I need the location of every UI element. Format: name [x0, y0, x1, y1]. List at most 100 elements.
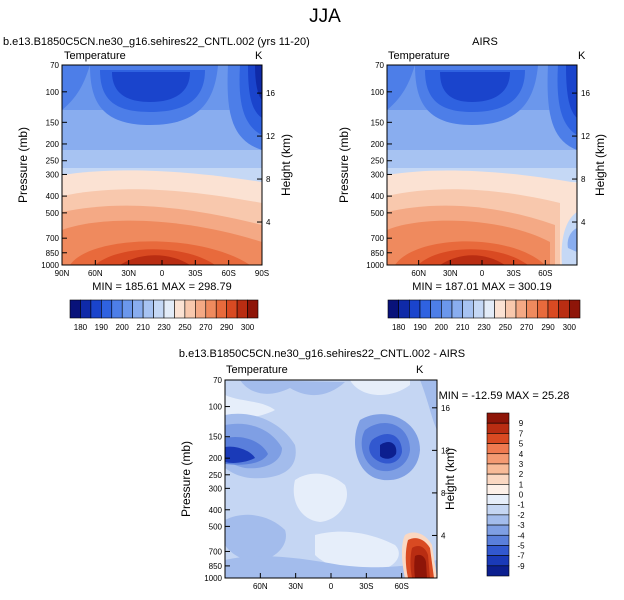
latitude-tick-label: 0 [329, 582, 334, 591]
panel-obs-ylabel: Pressure (mb) [337, 127, 351, 203]
height-tick-label: 16 [441, 404, 450, 413]
latitude-tick-label: 90N [55, 269, 70, 278]
colorbar-swatch [111, 299, 123, 319]
colorbar-swatch [80, 299, 92, 319]
height-tick-label: 4 [441, 531, 446, 540]
colorbar-swatch [486, 473, 510, 485]
pressure-tick-label: 850 [371, 249, 385, 258]
colorbar-tick-label: 270 [520, 323, 534, 332]
panel-model-height-axis: 16 12 8 4 [257, 89, 275, 227]
height-tick-label: 12 [441, 446, 450, 455]
colorbar-tick-label: -4 [517, 531, 525, 540]
colorbar-swatch [569, 299, 581, 319]
panel-diff-stats: MIN = -12.59 MAX = 25.28 [439, 390, 570, 402]
colorbar-swatch [430, 299, 442, 319]
panel-obs-pressure-axis: 70 100 150 200 250 300 400 500 700 850 1000 [366, 61, 392, 270]
colorbar-swatch [101, 299, 113, 319]
colorbar-tick-label: 270 [199, 323, 213, 332]
colorbar-swatch [486, 412, 510, 424]
colorbar-swatch [486, 514, 510, 526]
colorbar-swatch [69, 299, 81, 319]
panel-diff-height-axis: 16 12 8 4 [432, 404, 450, 540]
panel-obs-height-axis: 16 12 8 4 [572, 89, 590, 227]
latitude-tick-label: 30N [443, 269, 458, 278]
pressure-tick-label: 250 [46, 157, 60, 166]
colorbar-tick-label: 300 [241, 323, 255, 332]
panel-obs-ylabel-right: Height (km) [593, 134, 607, 196]
pressure-tick-label: 850 [209, 562, 223, 571]
colorbar-swatch [547, 299, 559, 319]
colorbar-swatch [215, 299, 227, 319]
colorbar-swatch [419, 299, 431, 319]
pressure-tick-label: 70 [50, 61, 59, 70]
latitude-tick-label: 0 [480, 269, 485, 278]
pressure-tick-label: 700 [46, 234, 60, 243]
pressure-tick-label: 500 [371, 209, 385, 218]
height-tick-label: 12 [266, 132, 275, 141]
colorbar-swatch [90, 299, 102, 319]
colorbar-swatch [486, 484, 510, 495]
colorbar-tick-label: 3 [519, 460, 524, 469]
colorbar-tick-label: -9 [517, 562, 525, 571]
pressure-tick-label: 300 [46, 170, 60, 179]
colorbar-tick-label: 230 [477, 323, 491, 332]
colorbar-tick-label: 190 [413, 323, 427, 332]
panel-model-variable-label: Temperature [64, 50, 126, 62]
pressure-tick-label: 70 [375, 61, 384, 70]
colorbar-tick-label: 190 [95, 323, 109, 332]
colorbar-tick-label: 5 [519, 440, 524, 449]
colorbar-tick-label: 290 [541, 323, 555, 332]
pressure-tick-label: 200 [209, 454, 223, 463]
colorbar-swatch [486, 555, 510, 567]
pressure-tick-label: 1000 [204, 574, 222, 583]
panel-model-stats: MIN = 185.61 MAX = 298.79 [92, 281, 231, 293]
colorbar-swatch [473, 299, 485, 319]
colorbar-swatch [142, 299, 154, 319]
colorbar-tick-label: 200 [116, 323, 130, 332]
colorbar-swatch [462, 299, 474, 319]
panel-model-contour-field [62, 65, 262, 265]
latitude-tick-label: 60S [222, 269, 236, 278]
pressure-tick-label: 300 [209, 484, 223, 493]
height-tick-label: 8 [441, 489, 446, 498]
pressure-tick-label: 400 [46, 192, 60, 201]
colorbar-swatch [226, 299, 238, 319]
latitude-tick-label: 30S [188, 269, 202, 278]
colorbar-swatch [451, 299, 463, 319]
colorbar-tick-label: 7 [519, 429, 524, 438]
colorbar-tick-label: -2 [517, 511, 525, 520]
panel-model-latitude-axis: 90N 60N 30N 0 30S 60S 90S [55, 260, 269, 278]
latitude-tick-label: 30N [121, 269, 136, 278]
panel-model-ylabel: Pressure (mb) [16, 127, 30, 203]
pressure-tick-label: 1000 [41, 261, 59, 270]
colorbar-tick-label: 200 [435, 323, 449, 332]
panel-diff-contour-field [225, 380, 437, 578]
panel-diff: b.e13.B1850C5CN.ne30_g16.sehires22_CNTL.… [179, 348, 570, 591]
pressure-tick-label: 150 [46, 118, 60, 127]
colorbar-swatch [537, 299, 549, 319]
pressure-tick-label: 400 [371, 192, 385, 201]
pressure-tick-label: 70 [213, 376, 222, 385]
panel-diff-ylabel: Pressure (mb) [179, 441, 193, 517]
colorbar-tick-label: 180 [74, 323, 88, 332]
colorbar-swatch [558, 299, 570, 319]
panel-model-colorbar: 180 190 200 210 230 250 270 290 300 [69, 299, 259, 332]
colorbar-swatch [515, 299, 527, 319]
panel-obs-variable-label: Temperature [388, 50, 450, 62]
panel-model-ylabel-right: Height (km) [279, 134, 293, 196]
colorbar-tick-label: 1 [519, 480, 524, 489]
height-tick-label: 8 [266, 175, 271, 184]
colorbar-swatch [486, 433, 510, 444]
height-tick-label: 16 [581, 89, 590, 98]
colorbar-swatch [486, 524, 510, 536]
colorbar-tick-label: 9 [519, 419, 524, 428]
panel-model-units-label: K [255, 50, 263, 62]
pressure-tick-label: 500 [46, 209, 60, 218]
colorbar-swatch [486, 453, 510, 465]
figure-title: JJA [309, 6, 341, 27]
colorbar-swatch [486, 565, 510, 577]
latitude-tick-label: 60N [411, 269, 426, 278]
latitude-tick-label: 30S [507, 269, 521, 278]
pressure-tick-label: 100 [46, 88, 60, 97]
colorbar-swatch [486, 504, 510, 516]
